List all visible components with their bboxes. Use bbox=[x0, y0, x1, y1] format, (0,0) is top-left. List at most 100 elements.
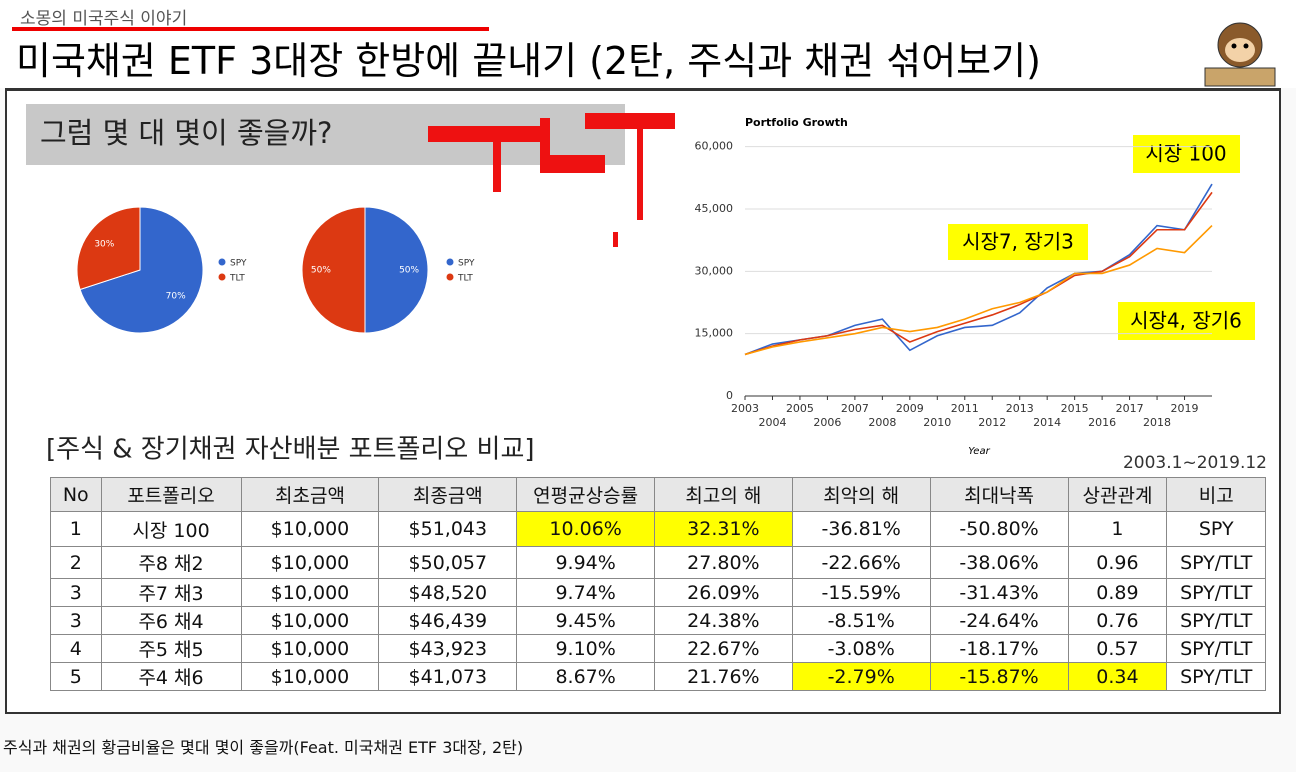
cell: SPY/TLT bbox=[1166, 662, 1266, 691]
cell: 26.09% bbox=[654, 578, 793, 607]
series-label: 시장4, 장기6 bbox=[1130, 309, 1242, 333]
cell: $10,000 bbox=[240, 634, 380, 663]
legend-dot bbox=[446, 258, 454, 266]
pie-label: 70% bbox=[166, 291, 186, 301]
cell: 주7 채3 bbox=[100, 578, 242, 607]
cell: 0.96 bbox=[1067, 546, 1168, 579]
x-tick-label: 2012 bbox=[978, 416, 1006, 429]
cell: 9.45% bbox=[516, 606, 655, 635]
cell: 0.34 bbox=[1067, 662, 1168, 691]
cell: -50.80% bbox=[929, 511, 1069, 547]
cell: SPY bbox=[1166, 511, 1266, 547]
mascot bbox=[1204, 22, 1276, 87]
line-series bbox=[744, 225, 1213, 356]
line-series bbox=[744, 191, 1213, 356]
header-cell: 상관관계 bbox=[1067, 477, 1168, 512]
header-cell: 최고의 해 bbox=[654, 477, 793, 512]
cell: $10,000 bbox=[240, 606, 380, 635]
pie-label: 50% bbox=[399, 266, 419, 276]
cell: SPY/TLT bbox=[1166, 634, 1266, 663]
cell: -8.51% bbox=[791, 606, 931, 635]
cell: 3 bbox=[50, 606, 102, 635]
x-tick-label: 2005 bbox=[786, 402, 814, 415]
y-tick-label: 60,000 bbox=[695, 140, 734, 153]
cell: 8.67% bbox=[516, 662, 655, 691]
caption: 주식과 채권의 황금비율은 몇대 몇이 좋을까(Feat. 미국채권 ETF 3… bbox=[3, 738, 524, 757]
pie-label: 50% bbox=[311, 266, 331, 276]
underline bbox=[12, 27, 489, 31]
section-title: [주식 & 장기채권 자산배분 포트폴리오 비교] bbox=[46, 435, 535, 465]
pie-label: 30% bbox=[94, 240, 114, 250]
period: 2003.1~2019.12 bbox=[1123, 453, 1267, 473]
cell: 주4 채6 bbox=[100, 662, 242, 691]
x-tick-label: 2010 bbox=[923, 416, 951, 429]
legend-dot bbox=[218, 273, 226, 281]
annotation-box bbox=[1133, 135, 1240, 173]
x-tick-label: 2008 bbox=[868, 416, 896, 429]
x-tick-label: 2016 bbox=[1088, 416, 1116, 429]
cell: $46,439 bbox=[378, 606, 518, 635]
legend-label: TLT bbox=[457, 274, 473, 284]
header-cell: 비고 bbox=[1166, 477, 1266, 512]
header-cell: 포트폴리오 bbox=[100, 477, 242, 512]
pie-slice bbox=[364, 206, 429, 334]
x-tick-label: 2015 bbox=[1061, 402, 1089, 415]
x-tick-label: 2019 bbox=[1171, 402, 1199, 415]
pie-slice bbox=[79, 206, 204, 334]
cell: -31.43% bbox=[929, 578, 1069, 607]
question: 그럼 몇 대 몇이 좋을까? bbox=[40, 116, 332, 150]
cell: 32.31% bbox=[654, 511, 793, 547]
cell: 0.57 bbox=[1067, 634, 1168, 663]
cell: 27.80% bbox=[654, 546, 793, 579]
cell: $10,000 bbox=[240, 578, 380, 607]
comparison-table: No 포트폴리오 최초금액 최종금액 연평균상승률 최고의 해 최악의 해 최대낙폭 상관관계 비… bbox=[50, 477, 1266, 691]
cell: 0.76 bbox=[1067, 606, 1168, 635]
x-tick-label: 2018 bbox=[1143, 416, 1171, 429]
y-tick-label: 30,000 bbox=[695, 264, 734, 277]
header-cell: No bbox=[50, 477, 102, 512]
cell: 24.38% bbox=[654, 606, 793, 635]
pie-slice bbox=[76, 206, 141, 291]
cell: SPY/TLT bbox=[1166, 578, 1266, 607]
cell: -3.08% bbox=[791, 634, 931, 663]
cell: 2 bbox=[50, 546, 102, 579]
cell: 10.06% bbox=[516, 511, 655, 547]
cell: $41,073 bbox=[378, 662, 518, 691]
cell: -15.59% bbox=[791, 578, 931, 607]
x-tick-label: 2006 bbox=[813, 416, 841, 429]
y-tick-label: 0 bbox=[726, 389, 733, 402]
cell: -36.81% bbox=[791, 511, 931, 547]
header-cell: 최종금액 bbox=[378, 477, 518, 512]
cell: $10,000 bbox=[240, 511, 380, 547]
legend-label: SPY bbox=[230, 259, 247, 269]
cell: -18.17% bbox=[929, 634, 1069, 663]
header: 소몽의 미국주식 이야기 미국채권 ETF 3대장 한방에 끝내기 (2탄, 주… bbox=[0, 0, 1296, 88]
cell: 주8 채2 bbox=[100, 546, 242, 579]
x-tick-label: 2003 bbox=[731, 402, 759, 415]
cell: 1 bbox=[50, 511, 102, 547]
cell: 9.74% bbox=[516, 578, 655, 607]
cell: -22.66% bbox=[791, 546, 931, 579]
legend-dot bbox=[218, 258, 226, 266]
header-cell: 최악의 해 bbox=[791, 477, 931, 512]
x-tick-label: 2007 bbox=[841, 402, 869, 415]
cell: 21.76% bbox=[654, 662, 793, 691]
x-tick-label: 2004 bbox=[758, 416, 786, 429]
cell: 9.94% bbox=[516, 546, 655, 579]
channel-name: 소몽의 미국주식 이야기 bbox=[20, 9, 188, 29]
x-tick-label: 2017 bbox=[1116, 402, 1144, 415]
cell: 22.67% bbox=[654, 634, 793, 663]
cell: $51,043 bbox=[378, 511, 518, 547]
cell: -2.79% bbox=[791, 662, 931, 691]
cell: SPY/TLT bbox=[1166, 606, 1266, 635]
series-label: 시장7, 장기3 bbox=[962, 230, 1074, 254]
cell: 5 bbox=[50, 662, 102, 691]
x-axis-label: Year bbox=[968, 446, 990, 457]
cell: $48,520 bbox=[378, 578, 518, 607]
cell: -24.64% bbox=[929, 606, 1069, 635]
x-tick-label: 2009 bbox=[896, 402, 924, 415]
x-tick-label: 2013 bbox=[1006, 402, 1034, 415]
cell: 주5 채5 bbox=[100, 634, 242, 663]
video-title: 미국채권 ETF 3대장 한방에 끝내기 (2탄, 주식과 채권 섞어보기) bbox=[16, 39, 1041, 83]
